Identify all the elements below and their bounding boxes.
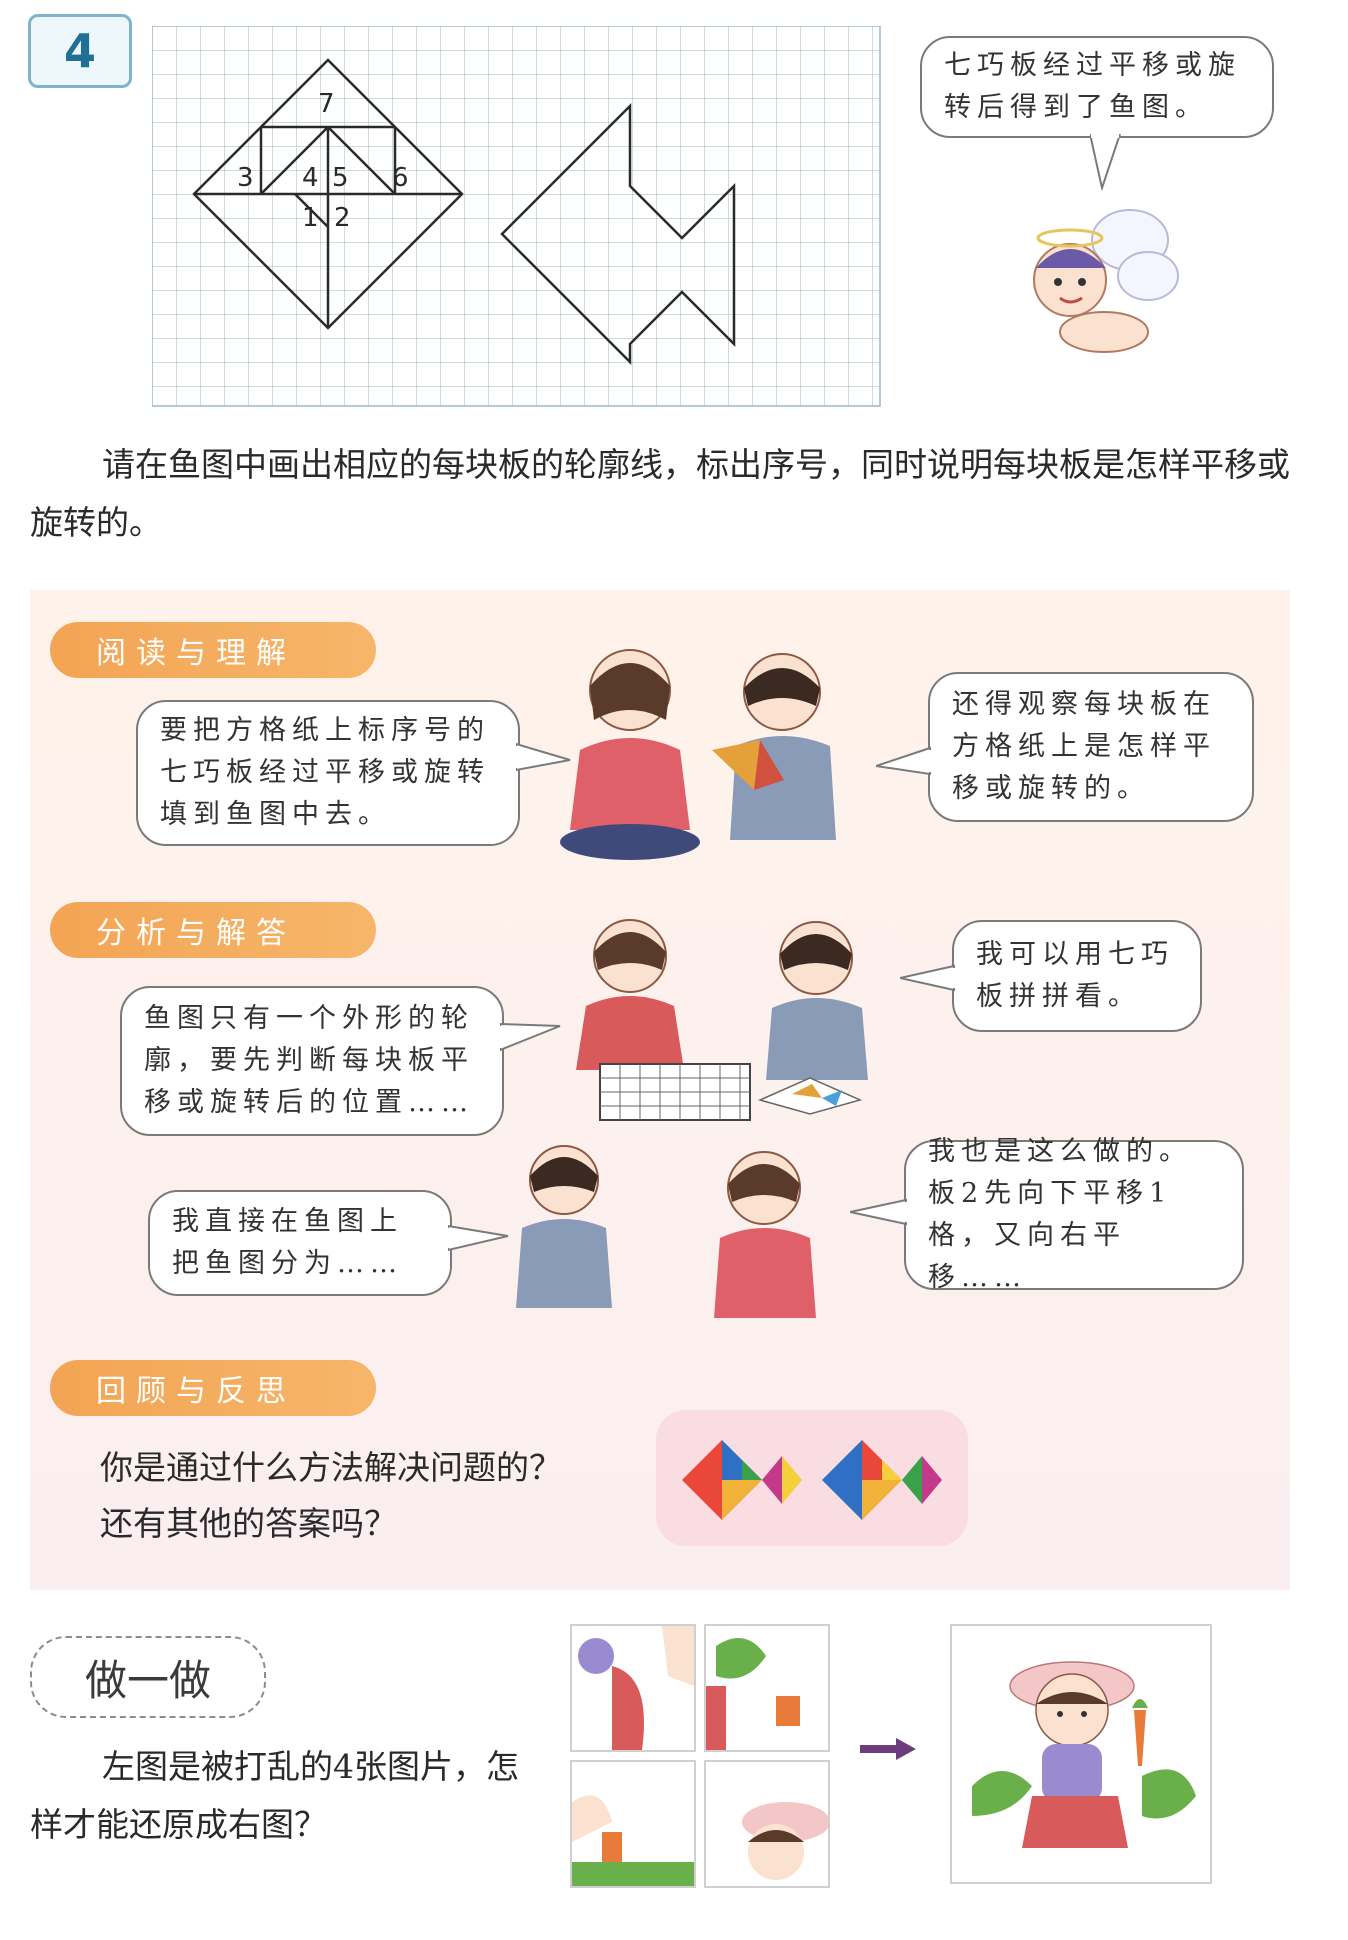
tangram-grid: 7 3 4 5 6 1 2 bbox=[151, 25, 884, 410]
tile-1-art bbox=[578, 1626, 694, 1750]
scrambled-tile-1 bbox=[570, 1624, 696, 1752]
analysis-answer-tag: 分析与解答 bbox=[50, 902, 376, 958]
do-it-text: 左图是被打乱的4张图片，怎样才能还原成右图？ bbox=[30, 1747, 519, 1844]
do-it-tag: 做一做 bbox=[30, 1636, 266, 1718]
tangram-fish-answers-panel bbox=[656, 1410, 968, 1546]
arrow-right-icon bbox=[860, 1738, 916, 1760]
bubble-tail bbox=[850, 1198, 907, 1226]
piece-label-3: 3 bbox=[237, 163, 254, 193]
read-bubble-right-text: 还得观察每块板在方格纸上是怎样平移或旋转的。 bbox=[952, 689, 1216, 804]
angel-illustration bbox=[1033, 209, 1179, 353]
bubble-tail bbox=[1090, 134, 1122, 190]
read-bubble-right: 还得观察每块板在方格纸上是怎样平移或旋转的。 bbox=[928, 672, 1254, 822]
read-bubble-left-text: 要把方格纸上标序号的七巧板经过平移或旋转填到鱼图中去。 bbox=[160, 715, 490, 830]
bubble-tail bbox=[500, 1022, 561, 1052]
tangram-fish-2 bbox=[822, 1440, 942, 1520]
problem-number-badge: 4 bbox=[28, 14, 132, 88]
tile-3-art bbox=[572, 1795, 694, 1886]
scrambled-tile-3 bbox=[570, 1760, 696, 1888]
scrambled-tile-2 bbox=[704, 1624, 830, 1752]
piece-label-1: 1 bbox=[302, 203, 319, 233]
tile-4-art bbox=[742, 1802, 828, 1880]
analysis-bubble-bottom-left-text: 我直接在鱼图上把鱼图分为…… bbox=[172, 1206, 403, 1279]
kids-analysis-illustration bbox=[576, 919, 868, 1121]
fish-outline bbox=[500, 102, 736, 366]
angel-speech-text: 七巧板经过平移或旋转后得到了鱼图。 bbox=[944, 50, 1241, 123]
analysis-bubble-top-right-text: 我可以用七巧板拼拼看。 bbox=[976, 939, 1174, 1012]
read-bubble-left: 要把方格纸上标序号的七巧板经过平移或旋转填到鱼图中去。 bbox=[136, 700, 520, 846]
bubble-tail bbox=[516, 742, 571, 772]
read-understand-tag: 阅读与理解 bbox=[50, 622, 376, 678]
review-reflect-tag: 回顾与反思 bbox=[50, 1360, 376, 1416]
tangram-square bbox=[192, 58, 464, 330]
kids-discussion-illustration bbox=[516, 1145, 816, 1318]
analysis-bubble-bottom-left: 我直接在鱼图上把鱼图分为…… bbox=[148, 1190, 452, 1296]
tangram-fish-answers bbox=[682, 1440, 942, 1520]
review-question: 你是通过什么方法解决问题的？ 还有其他的答案吗？ bbox=[100, 1440, 620, 1552]
piece-label-4: 4 bbox=[302, 163, 319, 193]
review-question-line-2: 还有其他的答案吗？ bbox=[100, 1504, 397, 1543]
piece-label-5: 5 bbox=[332, 163, 349, 193]
analysis-bubble-top-right: 我可以用七巧板拼拼看。 bbox=[952, 920, 1202, 1032]
bubble-tail bbox=[876, 746, 931, 776]
kids-reading-illustration bbox=[560, 649, 836, 860]
piece-label-7: 7 bbox=[318, 89, 335, 119]
piece-label-2: 2 bbox=[334, 203, 351, 233]
angel-speech-bubble: 七巧板经过平移或旋转后得到了鱼图。 bbox=[920, 36, 1274, 138]
review-question-line-1: 你是通过什么方法解决问题的？ bbox=[100, 1448, 562, 1487]
analysis-bubble-left-text: 鱼图只有一个外形的轮廓，要先判断每块板平移或旋转后的位置…… bbox=[144, 1003, 474, 1118]
bubble-tail bbox=[900, 964, 955, 992]
restored-picture bbox=[950, 1624, 1212, 1884]
problem-number: 4 bbox=[63, 24, 96, 78]
piece-label-6: 6 bbox=[392, 163, 409, 193]
instruction-text: 请在鱼图中画出相应的每块板的轮廓线，标出序号，同时说明每块板是怎样平移或旋转的。 bbox=[30, 445, 1290, 542]
tangram-fish-1 bbox=[682, 1440, 802, 1520]
scrambled-tile-4 bbox=[704, 1760, 830, 1888]
restored-girl-art bbox=[972, 1661, 1196, 1848]
analysis-bubble-bottom-right: 我也是这么做的。板2先向下平移1格，又向右平移…… bbox=[904, 1136, 1244, 1293]
tile-2-art bbox=[706, 1638, 800, 1750]
analysis-bubble-bottom-right-text: 我也是这么做的。板2先向下平移1格，又向右平移…… bbox=[928, 1136, 1192, 1293]
analysis-bubble-left: 鱼图只有一个外形的轮廓，要先判断每块板平移或旋转后的位置…… bbox=[120, 986, 504, 1136]
bubble-tail bbox=[448, 1224, 509, 1252]
grid-svg: 7 3 4 5 6 1 2 bbox=[151, 25, 881, 407]
